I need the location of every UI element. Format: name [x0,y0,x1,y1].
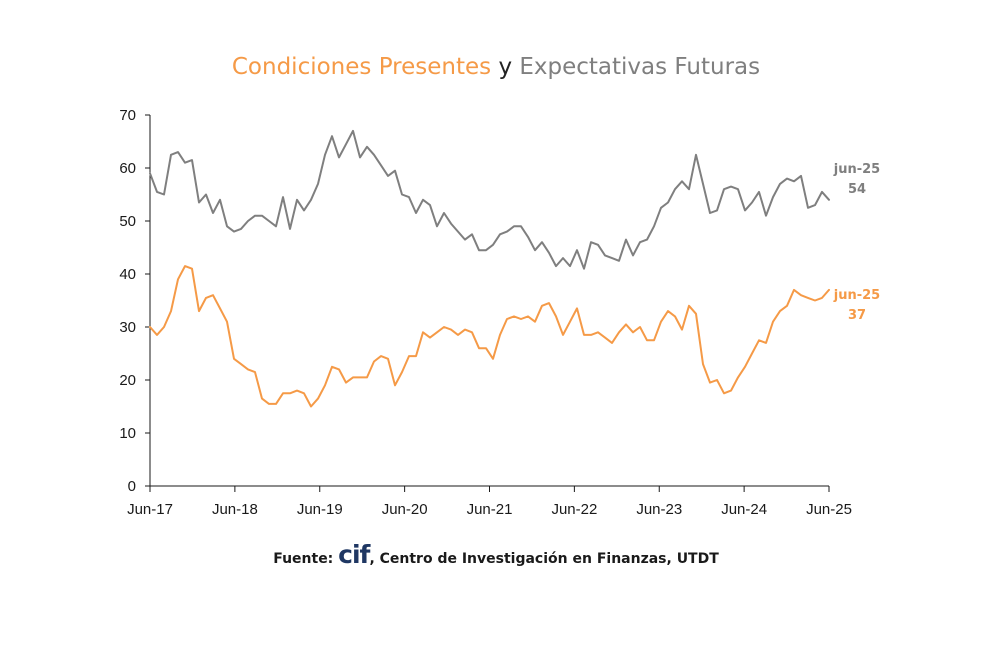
y-tick-label: 0 [128,478,136,495]
x-tick-label: Jun-19 [297,501,343,518]
y-tick-label: 20 [119,372,136,389]
x-tick-label: Jun-20 [382,501,428,518]
y-tick-label: 70 [119,107,136,124]
source-prefix: Fuente: [273,551,339,567]
y-tick-label: 10 [119,425,136,442]
x-tick-label: Jun-18 [212,501,258,518]
x-tick-label: Jun-25 [806,501,852,518]
source-text: , Centro de Investigación en Finanzas, U… [369,551,719,567]
source-note: Fuente: cif, Centro de Investigación en … [0,540,992,569]
end-labels: jun-25 54 jun-25 37 [833,162,880,323]
title-futuras: Expectativas Futuras [519,54,761,80]
y-tick-label: 60 [119,160,136,177]
x-tick-label: Jun-24 [721,501,767,518]
title-presentes: Condiciones Presentes [231,54,492,80]
y-tick-label: 30 [119,319,136,336]
series-line-expectativas-futuras [149,129,830,270]
x-tick-label: Jun-17 [127,501,173,518]
title-connector: y [491,54,520,80]
series-line-condiciones-presentes [149,265,830,408]
end-label-value-expectativas-futuras: 54 [848,182,866,197]
y-tick-label: 50 [119,213,136,230]
x-tick-label: Jun-22 [551,501,597,518]
series-layer [149,129,830,408]
cif-logo: cif [338,540,370,569]
axes: 0 10 20 30 40 50 60 70 Jun-17 Jun-18 Jun-19 Jun-20 J… [119,107,852,518]
end-label-date-condiciones-presentes: jun-25 [833,288,880,303]
end-label-value-condiciones-presentes: 37 [848,308,866,323]
end-label-date-expectativas-futuras: jun-25 [833,162,880,177]
x-tick-label: Jun-21 [467,501,513,518]
y-tick-label: 40 [119,266,136,283]
chart-title: Condiciones Presentes y Expectativas Fut… [0,54,992,80]
x-tick-label: Jun-23 [636,501,682,518]
